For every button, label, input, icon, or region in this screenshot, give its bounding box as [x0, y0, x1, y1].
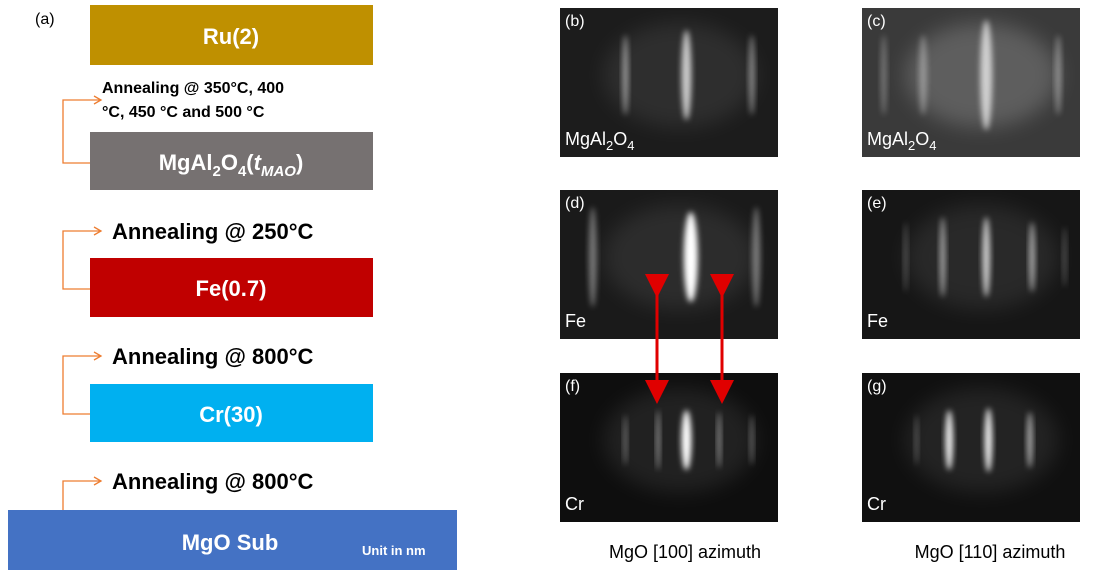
diffuse-glow	[906, 205, 1059, 309]
streak	[717, 412, 721, 468]
streak	[749, 35, 755, 115]
panel-label: (e)	[867, 195, 887, 212]
diffuse-glow	[906, 388, 1059, 492]
streak	[684, 212, 698, 302]
caption: MgO [110] azimuth	[915, 542, 1066, 562]
rheed-image: (f) Cr	[560, 373, 778, 522]
panel-label: (a)	[35, 11, 55, 28]
material-label: Fe	[867, 311, 888, 331]
material-part: Fe	[565, 311, 586, 331]
streak	[980, 20, 992, 130]
streak	[622, 35, 628, 115]
material-part: MgAl	[565, 129, 606, 149]
rheed-image: (d) Fe	[560, 190, 778, 339]
panel-label: (b)	[565, 13, 585, 30]
rheed-image: (b) MgAl2O4	[560, 8, 778, 157]
streak	[984, 408, 992, 472]
material-part: 4	[627, 138, 634, 153]
material-label: Cr	[565, 494, 584, 514]
material-label: Cr	[867, 494, 886, 514]
streak	[919, 35, 927, 115]
material-part: Cr	[867, 494, 886, 514]
streak	[1055, 35, 1061, 115]
streak	[982, 217, 990, 297]
rheed-panels: (b)MgAl2O4(c)MgAl2O4(d)Fe(e)Fe(f)Cr(g)Cr	[560, 8, 1080, 522]
layer-label: Ru(2)	[203, 24, 259, 49]
rheed-image: (c) MgAl2O4	[862, 8, 1080, 157]
material-part: O	[915, 129, 929, 149]
annealing-text: Annealing @ 800°C	[112, 344, 314, 369]
annealing-text: °C, 450 °C and 500 °C	[102, 104, 265, 121]
layer-label: Fe(0.7)	[196, 276, 267, 301]
figure: (a) Ru(2) Annealing @ 350°C, 400 °C, 450…	[0, 0, 1102, 570]
rheed-image: (g) Cr	[862, 373, 1080, 522]
streak	[623, 415, 627, 465]
material-part: 2	[606, 138, 613, 153]
caption: MgO [100] azimuth	[609, 542, 761, 562]
streak	[1029, 222, 1035, 292]
material-part: 2	[908, 138, 915, 153]
streak	[915, 415, 919, 465]
streak	[752, 207, 760, 307]
material-label: Fe	[565, 311, 586, 331]
material-part: 4	[929, 138, 936, 153]
panel-label: (c)	[867, 13, 886, 30]
unit-note: Unit in nm	[362, 543, 426, 558]
bracket	[63, 481, 101, 510]
layer-label: Cr(30)	[199, 402, 263, 427]
panel-label: (g)	[867, 378, 887, 395]
material-part: Fe	[867, 311, 888, 331]
streak	[881, 35, 887, 115]
layer-label: MgO Sub	[182, 530, 279, 555]
streak	[681, 410, 691, 470]
material-part: O	[613, 129, 627, 149]
streak	[945, 410, 953, 470]
panel-label: (f)	[565, 378, 580, 395]
diffuse-glow	[604, 205, 757, 309]
annealing-text: Annealing @ 250°C	[112, 219, 314, 244]
streak	[1027, 412, 1033, 468]
material-part: MgAl	[867, 129, 908, 149]
streak	[656, 410, 660, 470]
streak	[904, 222, 908, 292]
annealing-text: Annealing @ 350°C, 400	[102, 80, 284, 97]
material-part: Cr	[565, 494, 584, 514]
streak	[750, 415, 754, 465]
annealing-text: Annealing @ 800°C	[112, 469, 314, 494]
streak	[1063, 227, 1067, 287]
streak	[940, 217, 946, 297]
rheed-image: (e) Fe	[862, 190, 1080, 339]
streak	[589, 207, 597, 307]
panel-label: (d)	[565, 195, 585, 212]
streak	[681, 30, 691, 120]
